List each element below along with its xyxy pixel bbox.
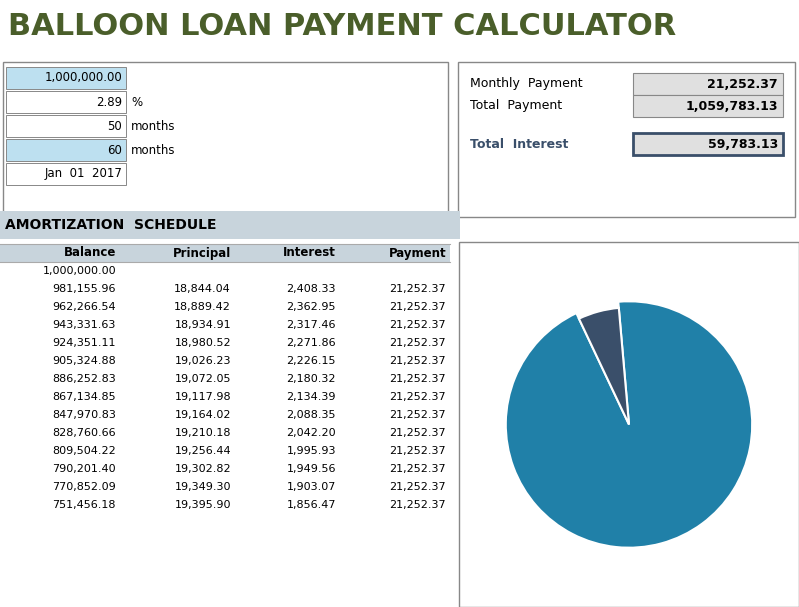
Text: 19,349.30: 19,349.30 <box>174 482 231 492</box>
Text: 1,059,783.13: 1,059,783.13 <box>686 100 778 112</box>
Text: 59,783.13: 59,783.13 <box>708 138 778 151</box>
Text: 18,980.52: 18,980.52 <box>174 338 231 348</box>
Text: 1,000,000.00: 1,000,000.00 <box>44 72 122 84</box>
Text: 2,317.46: 2,317.46 <box>287 320 336 330</box>
Text: 1,995.93: 1,995.93 <box>287 446 336 456</box>
Text: 21,252.37: 21,252.37 <box>389 356 446 366</box>
Text: 2,271.86: 2,271.86 <box>286 338 336 348</box>
Text: Monthly  Payment: Monthly Payment <box>470 78 582 90</box>
Text: 21,252.37: 21,252.37 <box>389 374 446 384</box>
Bar <box>6 91 126 113</box>
Text: 1,903.07: 1,903.07 <box>287 482 336 492</box>
Text: 962,266.54: 962,266.54 <box>53 302 116 312</box>
Text: 1,949.56: 1,949.56 <box>287 464 336 474</box>
Text: Interest: Interest <box>283 246 336 260</box>
Text: BALLOON LOAN PAYMENT CALCULATOR: BALLOON LOAN PAYMENT CALCULATOR <box>8 12 676 41</box>
Text: 886,252.83: 886,252.83 <box>52 374 116 384</box>
Text: Payment: Payment <box>388 246 446 260</box>
Bar <box>633 95 783 117</box>
Text: 2,134.39: 2,134.39 <box>287 392 336 402</box>
Text: 943,331.63: 943,331.63 <box>53 320 116 330</box>
Bar <box>633 133 783 155</box>
Text: 2,088.35: 2,088.35 <box>287 410 336 420</box>
Text: 790,201.40: 790,201.40 <box>53 464 116 474</box>
Bar <box>0 244 450 262</box>
Text: 21,252.37: 21,252.37 <box>389 320 446 330</box>
Text: Balance: Balance <box>64 246 116 260</box>
Text: 21,252.37: 21,252.37 <box>707 78 778 90</box>
Text: 50: 50 <box>107 120 122 132</box>
Text: Total  Interest: Total Interest <box>470 138 568 151</box>
Text: 21,252.37: 21,252.37 <box>389 428 446 438</box>
Bar <box>6 115 126 137</box>
Text: 2,226.15: 2,226.15 <box>287 356 336 366</box>
Wedge shape <box>579 308 629 424</box>
Text: 21,252.37: 21,252.37 <box>389 302 446 312</box>
Text: 924,351.11: 924,351.11 <box>53 338 116 348</box>
Text: 2,042.20: 2,042.20 <box>286 428 336 438</box>
Text: 751,456.18: 751,456.18 <box>53 500 116 510</box>
Text: 60: 60 <box>107 143 122 157</box>
Text: 770,852.09: 770,852.09 <box>52 482 116 492</box>
Text: 1,856.47: 1,856.47 <box>287 500 336 510</box>
Text: AMORTIZATION  SCHEDULE: AMORTIZATION SCHEDULE <box>5 218 217 232</box>
Text: 21,252.37: 21,252.37 <box>389 500 446 510</box>
Text: 2.89: 2.89 <box>96 95 122 109</box>
Bar <box>458 62 795 217</box>
Text: 21,252.37: 21,252.37 <box>389 482 446 492</box>
Wedge shape <box>506 301 752 548</box>
Text: 18,889.42: 18,889.42 <box>174 302 231 312</box>
Text: 2,180.32: 2,180.32 <box>287 374 336 384</box>
Text: 981,155.96: 981,155.96 <box>53 284 116 294</box>
Bar <box>6 163 126 185</box>
Text: 19,256.44: 19,256.44 <box>174 446 231 456</box>
Text: 18,934.91: 18,934.91 <box>174 320 231 330</box>
Text: 847,970.83: 847,970.83 <box>52 410 116 420</box>
Text: 828,760.66: 828,760.66 <box>53 428 116 438</box>
Text: 905,324.88: 905,324.88 <box>52 356 116 366</box>
Text: 809,504.22: 809,504.22 <box>52 446 116 456</box>
Text: Principal: Principal <box>173 246 231 260</box>
Text: 2,362.95: 2,362.95 <box>287 302 336 312</box>
Text: Jan  01  2017: Jan 01 2017 <box>44 168 122 180</box>
Text: 19,395.90: 19,395.90 <box>174 500 231 510</box>
Text: 1,000,000.00: 1,000,000.00 <box>42 266 116 276</box>
Text: months: months <box>131 143 176 157</box>
Text: 19,117.98: 19,117.98 <box>174 392 231 402</box>
Text: months: months <box>131 120 176 132</box>
Text: 19,302.82: 19,302.82 <box>174 464 231 474</box>
Text: 21,252.37: 21,252.37 <box>389 284 446 294</box>
Text: %: % <box>131 95 142 109</box>
Text: 867,134.85: 867,134.85 <box>53 392 116 402</box>
Text: 21,252.37: 21,252.37 <box>389 464 446 474</box>
Text: 19,210.18: 19,210.18 <box>174 428 231 438</box>
Text: Total  Payment: Total Payment <box>470 100 562 112</box>
Text: 19,072.05: 19,072.05 <box>174 374 231 384</box>
Text: 21,252.37: 21,252.37 <box>389 392 446 402</box>
Bar <box>3 62 448 217</box>
Bar <box>6 67 126 89</box>
Bar <box>633 73 783 95</box>
Text: 21,252.37: 21,252.37 <box>389 338 446 348</box>
Text: 2,408.33: 2,408.33 <box>287 284 336 294</box>
Text: 21,252.37: 21,252.37 <box>389 410 446 420</box>
Text: 19,164.02: 19,164.02 <box>174 410 231 420</box>
Bar <box>0 211 460 239</box>
Bar <box>459 242 799 607</box>
Bar <box>6 139 126 161</box>
Text: 18,844.04: 18,844.04 <box>174 284 231 294</box>
Text: 19,026.23: 19,026.23 <box>174 356 231 366</box>
Text: 21,252.37: 21,252.37 <box>389 446 446 456</box>
